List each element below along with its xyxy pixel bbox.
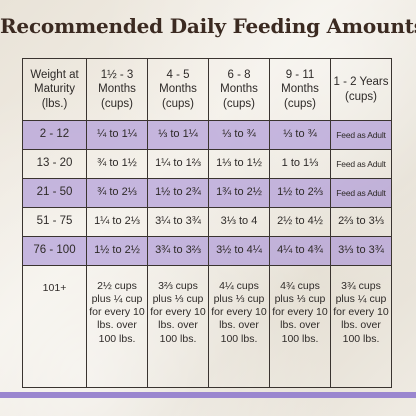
amount-cell: 3⅓ to 4 [208,207,270,237]
amount-cell: 1¼ to 2⅓ [86,207,148,237]
weight-cell: 21 - 50 [22,178,87,208]
amount-cell: 3⅓ to 3¾ [330,236,392,266]
table-row: 76 - 100 1½ to 2½ 3¾ to 3⅔ 3½ to 4¼ 4¼ t… [22,236,392,266]
weight-cell: 76 - 100 [22,236,87,266]
amount-cell: 4¼ cups plus ⅓ cup for every 10 lbs. ove… [208,265,270,388]
bottom-stripe [0,392,416,398]
amount-cell: 2⅔ to 3⅓ [330,207,392,237]
weight-cell: 2 - 12 [22,120,87,150]
header-9-11-months: 9 - 11 Months (cups) [269,58,331,121]
amount-cell: Feed as Adult [330,120,392,150]
header-weight: Weight at Maturity (lbs.) [22,58,87,121]
weight-cell: 13 - 20 [22,149,87,179]
weight-cell: 101+ [22,265,87,388]
amount-cell: Feed as Adult [330,149,392,179]
table-row: 101+ 2½ cups plus ¼ cup for every 10 lbs… [22,265,392,388]
table-header-row: Weight at Maturity (lbs.) 1½ - 3 Months … [22,58,392,121]
table-row: 13 - 20 ¾ to 1½ 1¼ to 1⅔ 1⅓ to 1½ 1 to 1… [22,149,392,179]
amount-cell: ⅓ to ¾ [269,120,331,150]
amount-cell: 3¾ cups plus ¼ cup for every 10 lbs. ove… [330,265,392,388]
amount-cell: 1½ to 2¾ [147,178,209,208]
amount-cell: 3⅔ cups plus ⅓ cup for every 10 lbs. ove… [147,265,209,388]
amount-cell: Feed as Adult [330,178,392,208]
amount-cell: 3¾ to 3⅔ [147,236,209,266]
table-row: 21 - 50 ¾ to 2⅓ 1½ to 2¾ 1¾ to 2½ 1½ to … [22,178,392,208]
header-1-2-years: 1 - 2 Years (cups) [330,58,392,121]
weight-cell: 51 - 75 [22,207,87,237]
amount-cell: ¼ to 1¼ [86,120,148,150]
amount-cell: ⅓ to ¾ [208,120,270,150]
header-6-8-months: 6 - 8 Months (cups) [208,58,270,121]
amount-cell: 1¾ to 2½ [208,178,270,208]
table-row: 51 - 75 1¼ to 2⅓ 3¼ to 3¾ 3⅓ to 4 2½ to … [22,207,392,237]
amount-cell: 1 to 1⅓ [269,149,331,179]
amount-cell: 2½ cups plus ¼ cup for every 10 lbs. ove… [86,265,148,388]
feeding-table: Weight at Maturity (lbs.) 1½ - 3 Months … [22,58,392,388]
amount-cell: 1½ to 2⅔ [269,178,331,208]
amount-cell: 4¾ cups plus ⅓ cup for every 10 lbs. ove… [269,265,331,388]
header-4-5-months: 4 - 5 Months (cups) [147,58,209,121]
amount-cell: 4¼ to 4¾ [269,236,331,266]
amount-cell: 1½ to 2½ [86,236,148,266]
table-row: 2 - 12 ¼ to 1¼ ⅓ to 1¼ ⅓ to ¾ ⅓ to ¾ Fee… [22,120,392,150]
amount-cell: 1⅓ to 1½ [208,149,270,179]
amount-cell: 3½ to 4¼ [208,236,270,266]
amount-cell: 3¼ to 3¾ [147,207,209,237]
page-title: Recommended Daily Feeding Amounts: [0,14,416,38]
amount-cell: 1¼ to 1⅔ [147,149,209,179]
amount-cell: ¾ to 2⅓ [86,178,148,208]
amount-cell: 2½ to 4½ [269,207,331,237]
amount-cell: ⅓ to 1¼ [147,120,209,150]
amount-cell: ¾ to 1½ [86,149,148,179]
header-1-5-3-months: 1½ - 3 Months (cups) [86,58,148,121]
